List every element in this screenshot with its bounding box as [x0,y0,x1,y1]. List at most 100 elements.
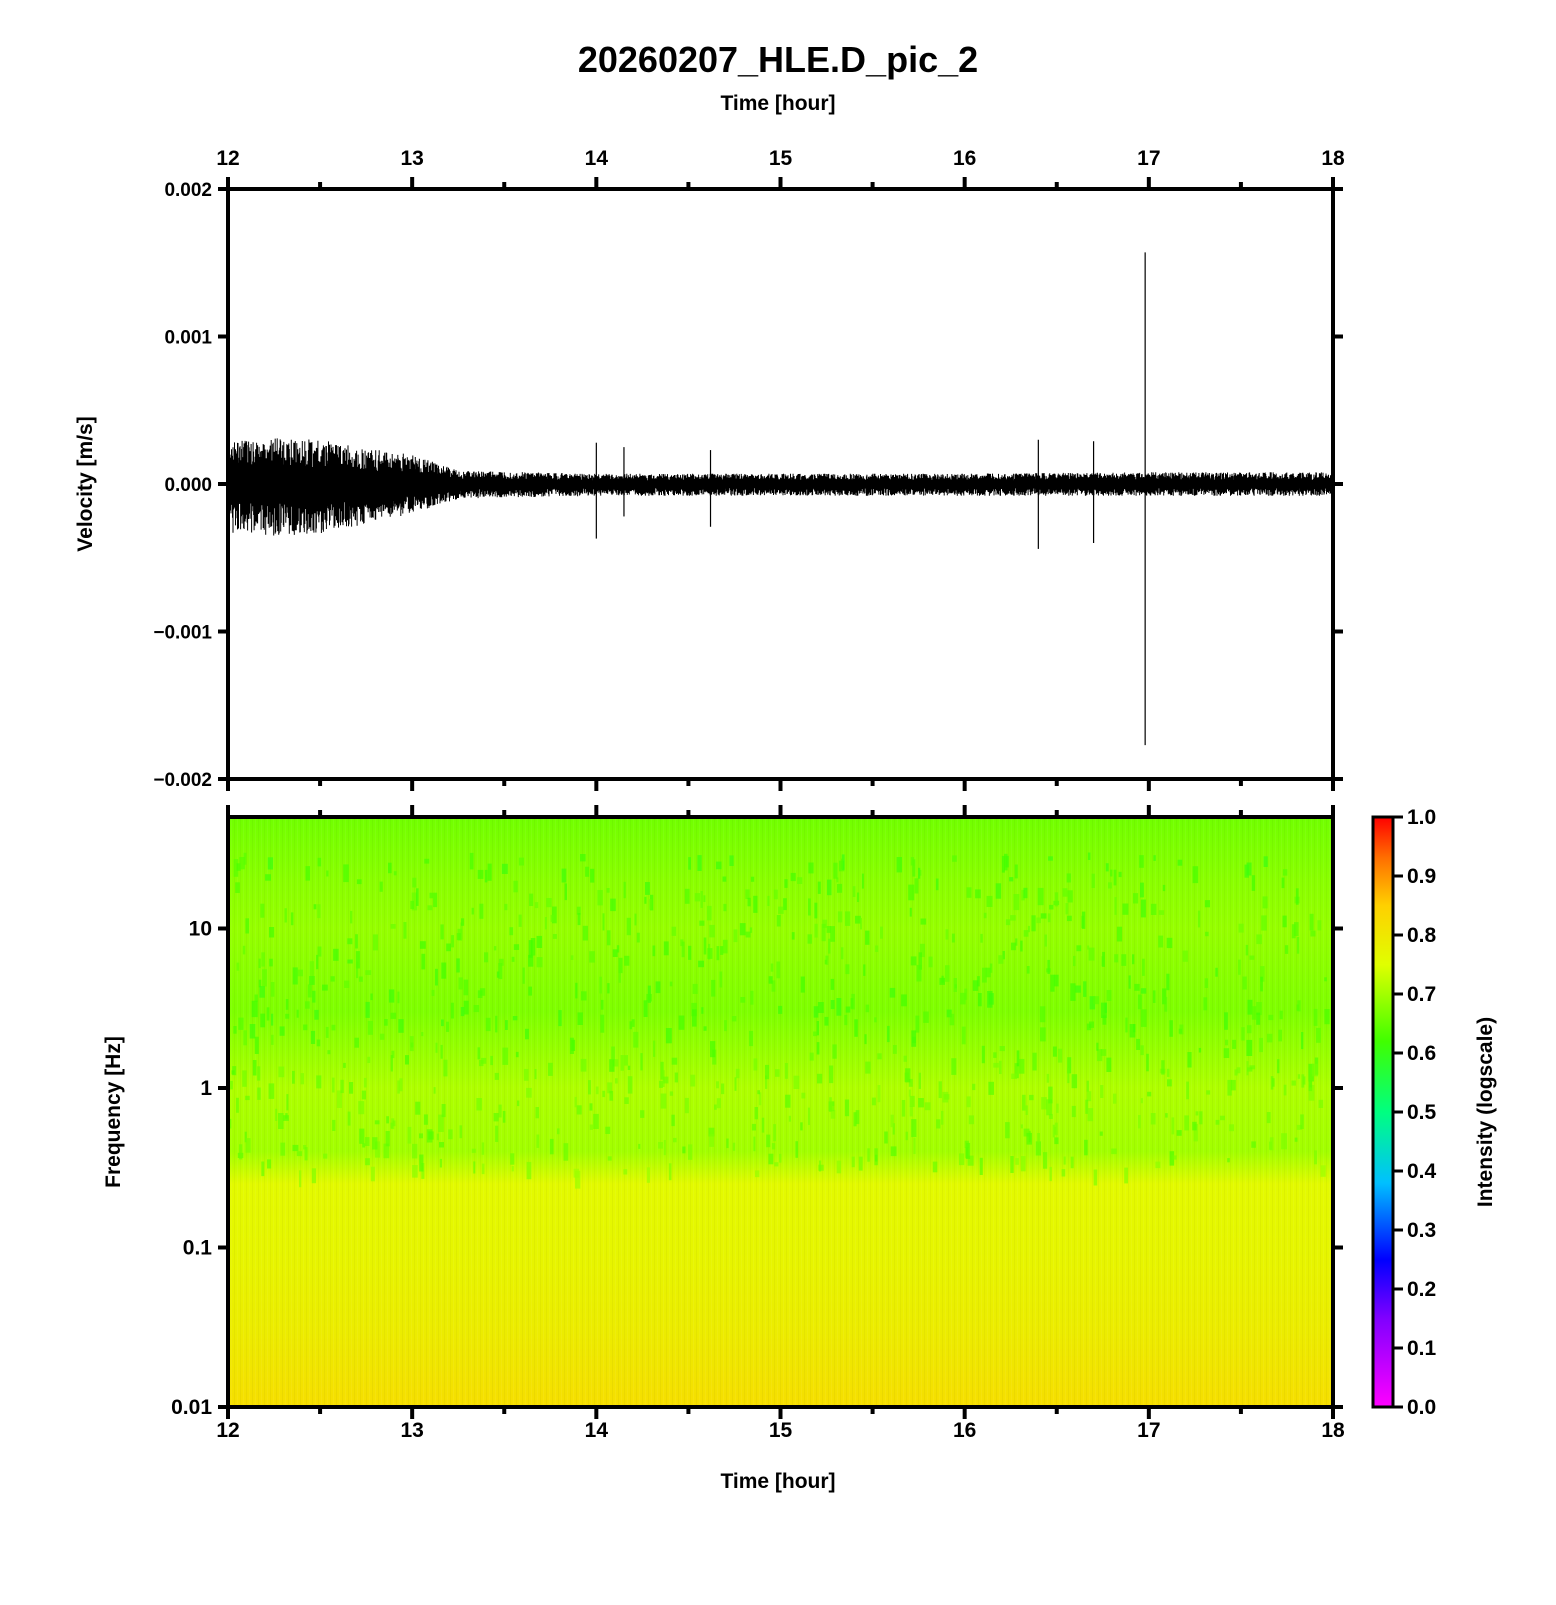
spectrogram-cell [1263,856,1268,867]
spectrogram-cell [292,967,298,985]
spectrogram-cell [365,1001,370,1018]
spectrogram-cell [1272,1078,1275,1087]
spectrogram-cell [652,945,656,957]
spectrogram-cell [599,976,602,994]
spectrogram-cell [259,986,265,998]
spectrogram-cell [573,1168,580,1178]
spectrogram-cell [1016,1050,1020,1067]
spectrogram-cell [544,917,547,930]
spectrogram-cell [1192,1121,1197,1131]
spectrogram-cell [816,1042,820,1055]
spectrogram-cell [530,938,536,956]
spectrogram-cell [800,976,805,993]
spectrogram-cell [663,1076,669,1084]
x-tick-label: 13 [400,147,423,170]
spectrogram-cell [443,1059,448,1077]
spectrogram-cell [1176,1130,1182,1136]
spectrogram-cell [952,855,957,862]
spectrogram-cell [522,967,525,984]
spectrogram-cell [458,977,463,990]
spectrogram-cell [889,987,896,998]
spectrogram-cell [1111,1148,1117,1155]
spectrogram-cell [271,1013,274,1026]
spectrogram-cell [564,883,567,901]
spectrogram-cell [285,1013,290,1019]
spectrogram-cell [582,925,588,941]
spectrogram-cell [977,993,982,1007]
spectrogram-bottom-x-ticks: 12 13 14 15 16 17 18 [216,1407,1345,1442]
spectrogram-cell [269,958,273,967]
spectrogram-cell [845,911,851,926]
spectrogram-cell [602,1090,606,1098]
spectrogram-cell [884,1131,888,1144]
spectrogram-cell [1046,1099,1053,1116]
spectrogram-cell [1026,1132,1032,1145]
spectrogram-cell [623,881,626,899]
spectrogram-cell [754,1107,758,1120]
spectrogram-cell [918,1098,924,1108]
spectrogram-cell [456,933,461,940]
colorbar-tick-label: 0.2 [1407,1278,1436,1301]
spectrogram-cell [1294,1137,1298,1142]
spectrogram-cell [548,1062,553,1076]
spectrogram-cell [771,1143,776,1150]
spectrogram-cell [828,1101,835,1112]
spectrogram-cell [836,877,839,883]
spectrogram-cell [824,959,827,965]
spectrogram-cell [646,994,652,1002]
spectrogram-cell [549,1138,554,1155]
spectrogram-cell [446,943,451,952]
spectrogram-cell [392,1120,396,1127]
spectrogram-cell [509,927,514,936]
spectrogram-cell [229,1118,232,1129]
spectrogram-cell [779,1153,782,1163]
spectrogram-cell [397,1080,400,1094]
spectrogram-cell [386,1116,389,1124]
spectrogram-cell [916,964,922,982]
spectrogram-cell [1245,944,1249,956]
spectrogram-cell [1150,1113,1156,1125]
spectrogram-cell [501,863,508,874]
spectrogram-cell [513,880,518,893]
spectrogram-cell [536,1134,540,1148]
spectrogram-cell [471,907,474,915]
spectrogram-cell [433,1087,436,1094]
spectrogram-cell [363,1077,367,1088]
spectrogram-cell [1140,882,1144,898]
spectrogram-cell [498,963,503,980]
spectrogram-cell [1140,1009,1147,1027]
spectrogram-cell [875,945,879,952]
spectrogram-cell [964,988,968,1000]
spectrogram-cell [681,941,685,958]
spectrogram-cell [379,1033,385,1040]
spectrogram-cell [1241,1027,1245,1041]
spectrogram-cell [463,1000,469,1015]
spectrogram-cell [1049,1166,1052,1182]
spectrogram-cell [918,952,922,970]
spectrogram-cell [1054,892,1059,907]
spectrogram-cell [1023,930,1029,937]
spectrogram-cell [1166,973,1170,991]
spectrogram-cell [618,968,621,983]
spectrogram-cell [722,939,728,954]
spectrogram-cell [1206,1090,1211,1095]
spectrogram-cell [1067,915,1072,922]
spectrogram-cell [988,1081,994,1095]
spectrogram-cell [809,1052,814,1061]
spectrogram-cell [515,1051,519,1058]
spectrogram-cell [961,1026,966,1045]
spectrogram-cell [605,1126,611,1134]
spectrogram-cell [788,1115,791,1122]
spectrogram-cell [688,1144,693,1160]
spectrogram-cell [260,1013,266,1028]
spectrogram-cell [723,903,727,912]
spectrogram-cell [924,1102,931,1111]
spectrogram-cell [1105,863,1109,872]
spectrogram-cell [719,971,723,988]
spectrogram-cell [347,959,353,964]
spectrogram-cell [817,1002,824,1013]
spectrogram-cell [987,991,993,1008]
spectrogram-cell [1116,926,1123,942]
spectrogram-cell [966,1142,971,1159]
spectrogram-cell [1005,919,1011,926]
